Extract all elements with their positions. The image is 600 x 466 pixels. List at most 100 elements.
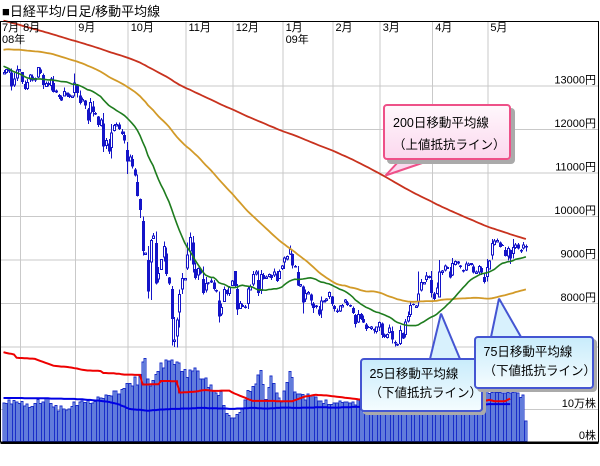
candle-body-down: [147, 259, 150, 292]
candle-body-up: [63, 90, 66, 97]
price-tick-label: 10000円: [554, 205, 596, 217]
candle-body-down: [244, 306, 247, 308]
candle-body-up: [286, 256, 289, 260]
candle-body-down: [367, 326, 370, 329]
month-label: 3月: [383, 22, 400, 34]
price-tick-label: 8000円: [561, 292, 596, 304]
volume-bar: [327, 403, 331, 443]
volume-bar: [177, 362, 181, 442]
candle-body-down: [433, 293, 436, 299]
volume-bar: [251, 385, 255, 442]
candle-body-down: [349, 304, 352, 307]
candle-body-down: [270, 275, 273, 278]
candle-body-up: [105, 139, 108, 147]
annotation-75dma-callout: 75日移動平均線 （下値抵抗ライン）: [473, 336, 594, 389]
candle-body-up: [320, 300, 323, 311]
candle-body-up: [231, 280, 234, 287]
ma25-line: [3, 65, 527, 327]
candle-body-down: [449, 271, 452, 278]
candle-body-down: [391, 330, 394, 340]
volume-bar: [25, 403, 29, 442]
candle-body-up: [176, 319, 179, 337]
candle-body-down: [131, 159, 134, 167]
candle-body-down: [55, 90, 58, 93]
candle-body-down: [102, 123, 105, 147]
volume-bar: [222, 405, 226, 443]
candle-body-up: [428, 275, 431, 279]
candle-body-down: [60, 97, 63, 101]
candle-body-down: [226, 290, 229, 295]
candle-body-up: [26, 82, 29, 90]
candle-body-up: [491, 242, 494, 256]
volume-bar: [235, 414, 239, 442]
candle-body-up: [341, 305, 344, 308]
candle-body-up: [18, 69, 21, 72]
candle-body-up: [3, 71, 6, 75]
candle-body-up: [50, 78, 53, 87]
candle-body-down: [39, 69, 42, 73]
candle-body-down: [142, 220, 145, 252]
volume-bar: [230, 417, 234, 443]
volume-bar: [324, 399, 328, 442]
candle-body-down: [123, 134, 126, 141]
candle-body-up: [438, 271, 441, 298]
candle-body-up: [73, 82, 76, 94]
candle-body-up: [278, 270, 281, 279]
candle-body-up: [144, 252, 147, 256]
candle-body-down: [155, 243, 158, 284]
volume-bar: [227, 415, 231, 442]
candle-body-down: [291, 253, 294, 266]
volume-bar: [219, 390, 223, 443]
candle-body-down: [58, 94, 61, 97]
ma200-line: [3, 19, 527, 240]
month-label: 7月: [2, 22, 19, 34]
volume-bar: [214, 392, 218, 442]
candle-body-up: [186, 254, 189, 269]
ma75-line: [3, 48, 527, 303]
volume-bar: [83, 401, 87, 442]
candle-body-down: [381, 323, 384, 335]
candle-body-up: [375, 326, 378, 332]
candle-body-up: [160, 259, 163, 270]
candle-body-down: [139, 199, 142, 210]
candle-body-up: [399, 330, 402, 345]
volume-bar: [332, 402, 336, 443]
candle-body-down: [294, 265, 297, 268]
month-label: 5月: [490, 22, 507, 34]
volume-bar: [9, 403, 13, 442]
candle-body-down: [236, 289, 239, 310]
volume-bar: [209, 384, 213, 442]
candle-body-down: [171, 289, 174, 319]
volume-bar: [492, 391, 496, 442]
callout-tail-edge: [490, 298, 500, 338]
volume-bar: [348, 402, 352, 443]
plot-frame: [0, 21, 599, 443]
month-label: 8月: [23, 22, 40, 34]
volume-bar: [524, 420, 528, 442]
annotation-25dma-line2: （下値抵抗ライン）: [369, 386, 483, 400]
candle-body-up: [325, 298, 328, 301]
candle-body-down: [430, 280, 433, 294]
candle-body-up: [299, 283, 302, 287]
volume-bar: [75, 404, 79, 442]
candle-body-up: [420, 281, 423, 291]
candle-body-down: [310, 294, 313, 301]
candle-body-up: [247, 288, 250, 305]
candle-body-down: [215, 290, 218, 292]
candle-body-up: [470, 262, 473, 266]
candle-body-down: [202, 279, 205, 294]
volume-bar: [240, 408, 244, 442]
price-tick-label: 11000円: [555, 162, 596, 174]
year-label: 09年: [286, 32, 309, 46]
candle-body-up: [255, 271, 258, 275]
candle-body-down: [10, 72, 13, 87]
candle-body-up: [446, 266, 449, 270]
volume-bar: [72, 401, 76, 443]
volume-bar: [516, 392, 520, 442]
volume-bar: [67, 408, 71, 442]
candle-body-down: [373, 329, 376, 331]
annotation-25dma-line1: 25日移動平均線: [369, 367, 459, 381]
volume-bar: [167, 360, 171, 442]
candle-body-down: [207, 282, 210, 284]
chart-title: ■日経平均/日足/移動平均線: [2, 4, 161, 19]
